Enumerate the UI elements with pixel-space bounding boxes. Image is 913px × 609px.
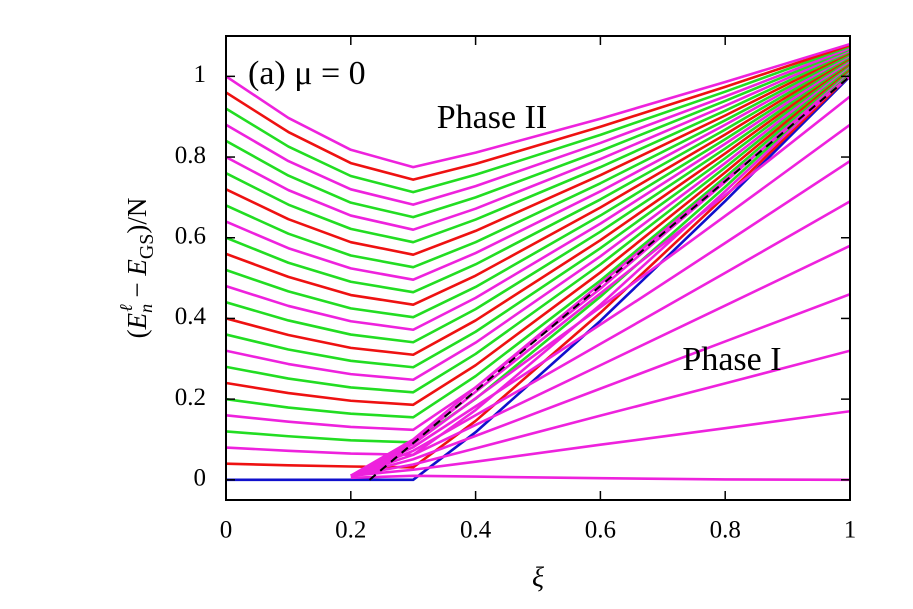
series-line: [350, 244, 850, 478]
series-line: [226, 64, 850, 382]
series-line: [226, 48, 850, 219]
x-tick-label: 0.2: [335, 517, 366, 544]
y-label-part: GS: [136, 234, 158, 260]
series-line: [350, 349, 850, 478]
series-line: [226, 57, 850, 307]
series-line: [226, 59, 850, 332]
x-axis-label: ξ: [532, 562, 544, 593]
series-line: [350, 293, 850, 478]
series-line: [350, 200, 850, 477]
y-tick-label: 0.6: [175, 222, 206, 249]
series-line: [226, 62, 850, 357]
y-label-part: (: [122, 329, 152, 338]
y-label-part: −: [122, 276, 152, 305]
y-axis-label: (Enℓ − EGS)/N: [116, 198, 157, 339]
phase-label: Phase I: [682, 341, 781, 378]
y-label-part: )/N: [122, 198, 152, 234]
series-line: [226, 66, 850, 394]
y-tick-label: 0: [194, 465, 207, 492]
series-line: [226, 63, 850, 369]
series-line: [226, 42, 850, 169]
series-line: [368, 75, 850, 481]
series-line: [226, 68, 850, 419]
series-line: [226, 58, 850, 319]
series-line: [226, 53, 850, 269]
series-line: [226, 61, 850, 344]
series-line: [226, 44, 850, 181]
y-label-part: ℓ: [116, 304, 136, 312]
series-line: [226, 67, 850, 407]
plot-lines: [226, 42, 850, 482]
x-tick-label: 0.8: [710, 517, 741, 544]
phase-label: Phase II: [437, 99, 547, 136]
series-line: [350, 474, 850, 482]
x-tick-label: 1: [844, 517, 857, 544]
series-line: [226, 46, 850, 206]
y-tick-label: 0.4: [175, 303, 207, 330]
panel-label: (a) μ = 0: [248, 55, 366, 92]
series-line: [226, 50, 850, 244]
y-tick-label: 0.8: [175, 142, 206, 169]
series-line: [350, 409, 850, 478]
series-line: [350, 123, 850, 477]
y-tick-label: 0.2: [175, 384, 206, 411]
series-line: [350, 95, 850, 477]
series-line: [226, 49, 850, 231]
y-label-part: n: [136, 304, 156, 313]
plot-frame: [225, 35, 851, 501]
series-line: [226, 54, 850, 281]
x-tick-label: 0.6: [585, 517, 616, 544]
series-line: [226, 55, 850, 294]
x-tick-label: 0: [220, 517, 233, 544]
series-line: [226, 74, 850, 469]
series-line: [226, 51, 850, 256]
series-line: [226, 45, 850, 194]
x-tick-label: 0.4: [460, 517, 492, 544]
y-label-part: E: [122, 312, 152, 330]
y-tick-label: 1: [194, 61, 207, 88]
y-label-part: E: [122, 259, 152, 277]
